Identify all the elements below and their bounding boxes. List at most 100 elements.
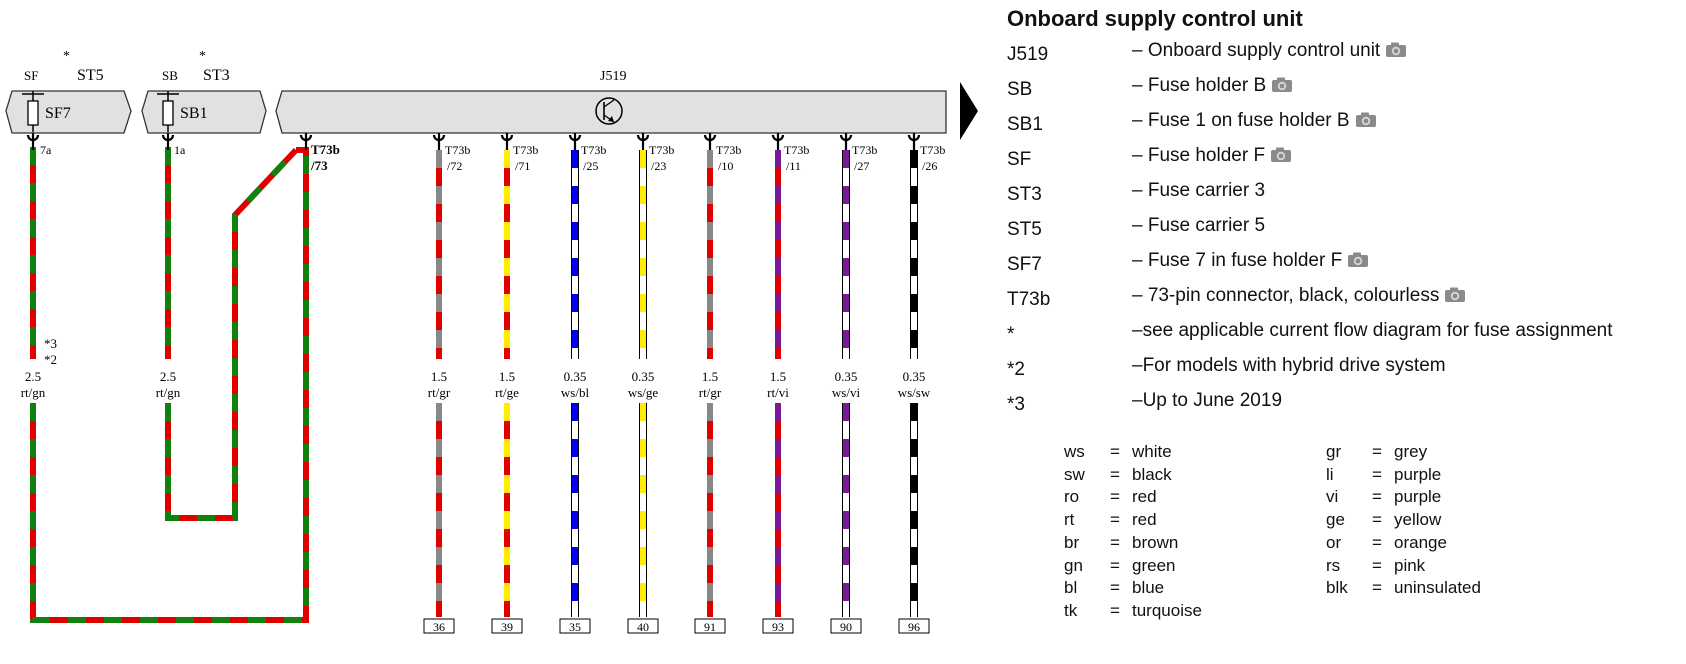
- wire-code-label: ws/bl: [561, 385, 590, 400]
- color-code-key: ws: [1064, 442, 1085, 461]
- sb-star: *: [199, 49, 206, 64]
- pin-label: T73b: [581, 143, 606, 157]
- camera-icon[interactable]: [1347, 252, 1369, 268]
- connector-pin-icon: [500, 133, 514, 150]
- pin-label: 7a: [40, 143, 52, 157]
- legend-code: SF7: [1007, 254, 1042, 275]
- pin-label: T73b: [445, 143, 470, 157]
- legend-description: –see applicable current flow diagram for…: [1132, 320, 1613, 341]
- color-code-row: br = brown: [1064, 533, 1178, 555]
- note-label: *3: [44, 336, 57, 351]
- wire-code-label: rt/gn: [156, 385, 181, 400]
- legend-item: ST5 – Fuse carrier 5: [1007, 215, 1677, 250]
- pin-label: /73: [310, 158, 328, 173]
- pin-label: T73b: [311, 142, 340, 157]
- wire-size-label: 1.5: [431, 369, 447, 384]
- legend-code: ST3: [1007, 184, 1042, 205]
- terminal-label: 93: [772, 620, 784, 634]
- equals-sign: =: [1372, 532, 1382, 552]
- legend-code: *: [1007, 324, 1015, 345]
- color-code-row: ro = red: [1064, 487, 1157, 509]
- wire-sf7-loop: [30, 147, 309, 623]
- legend-description: –For models with hybrid drive system: [1132, 355, 1446, 376]
- legend-description: – Fuse holder B: [1132, 75, 1267, 96]
- wire-code-label: ws/sw: [898, 385, 931, 400]
- pin-label: 1a: [174, 143, 186, 157]
- color-code-row: li = purple: [1326, 465, 1441, 487]
- color-code-key: vi: [1326, 487, 1339, 507]
- fuse-sf7-label: SF7: [45, 105, 71, 122]
- legend-code: J519: [1007, 44, 1049, 65]
- color-code-key: li: [1326, 464, 1334, 484]
- color-code-row: gn = green: [1064, 556, 1175, 578]
- wire-sb1-loop: [165, 147, 299, 521]
- wire-code-label: rt/gr: [699, 385, 722, 400]
- terminal-label: 91: [704, 620, 716, 634]
- legend-description: –Up to June 2019: [1132, 390, 1283, 411]
- wire-size-label: 1.5: [499, 369, 515, 384]
- color-code-row: ge = yellow: [1326, 510, 1441, 532]
- equals-sign: =: [1110, 600, 1120, 620]
- color-code-key: gn: [1064, 555, 1083, 575]
- color-code-value: yellow: [1394, 510, 1442, 530]
- terminal-box: [491, 618, 523, 634]
- pin-label: /25: [583, 159, 598, 173]
- color-code-value: brown: [1132, 532, 1179, 552]
- color-code-value: purple: [1394, 487, 1442, 507]
- legend-item: J519 – Onboard supply control unit: [1007, 40, 1677, 75]
- camera-icon[interactable]: [1270, 147, 1292, 163]
- terminal-label: 90: [840, 620, 852, 634]
- color-code-value: grey: [1394, 442, 1428, 461]
- connector-pin-icon: [636, 133, 650, 150]
- pin-label: T73b: [513, 143, 538, 157]
- equals-sign: =: [1372, 510, 1382, 530]
- connector-pin-icon: [299, 133, 313, 150]
- j519-label: J519: [600, 69, 626, 84]
- connector-pin-icon: [432, 133, 446, 150]
- wire-code-label: rt/gn: [21, 385, 46, 400]
- pin-label: /26: [922, 159, 937, 173]
- color-code-key: rt: [1064, 510, 1075, 530]
- camera-icon[interactable]: [1385, 42, 1407, 58]
- color-code-row: blk = uninsulated: [1326, 578, 1481, 600]
- color-code-row: sw = black: [1064, 465, 1172, 487]
- wire-size-label: 1.5: [770, 369, 786, 384]
- legend-code: *3: [1007, 394, 1025, 415]
- legend-code: T73b: [1007, 289, 1051, 310]
- wire-code-label: ws/vi: [832, 385, 861, 400]
- camera-icon[interactable]: [1271, 77, 1293, 93]
- connector-pin-icon: [839, 133, 853, 150]
- pin-label: /10: [718, 159, 733, 173]
- camera-icon[interactable]: [1444, 287, 1466, 303]
- color-code-key: br: [1064, 532, 1080, 552]
- connector-pin-icon: [161, 133, 175, 150]
- color-code-value: purple: [1394, 464, 1442, 484]
- equals-sign: =: [1372, 442, 1382, 461]
- legend-item: T73b – 73-pin connector, black, colourles…: [1007, 285, 1677, 320]
- wire-code-label: rt/vi: [767, 385, 789, 400]
- legend-item: SF – Fuse holder F: [1007, 145, 1677, 180]
- equals-sign: =: [1110, 532, 1120, 552]
- camera-icon[interactable]: [1355, 112, 1377, 128]
- legend-description: – Fuse carrier 5: [1132, 215, 1266, 236]
- note-label: *2: [44, 352, 57, 367]
- equals-sign: =: [1372, 578, 1382, 598]
- wire-size-label: 2.5: [25, 369, 41, 384]
- label-layer: 7a 1a T73b/73*3*22.5rt/gn2.5rt/gnT73b/721.…: [21, 133, 945, 634]
- terminal-box: [627, 618, 659, 634]
- sb-label: SB: [162, 68, 178, 83]
- color-code-key: ge: [1326, 510, 1345, 530]
- color-code-row: rt = red: [1064, 510, 1157, 532]
- connector-pin-icon: [907, 133, 921, 150]
- color-code-key: ro: [1064, 487, 1080, 507]
- sf-star: *: [63, 49, 70, 64]
- legend-code: SF: [1007, 149, 1032, 170]
- wire-size-label: 0.35: [564, 369, 587, 384]
- legend-description: – Fuse holder F: [1132, 145, 1266, 166]
- color-code-key: bl: [1064, 578, 1078, 598]
- terminal-label: 36: [433, 620, 445, 634]
- color-code-key: gr: [1326, 442, 1342, 461]
- wire-size-label: 1.5: [702, 369, 718, 384]
- legend-description: – Fuse 7 in fuse holder F: [1132, 250, 1343, 271]
- pin-label: /72: [447, 159, 462, 173]
